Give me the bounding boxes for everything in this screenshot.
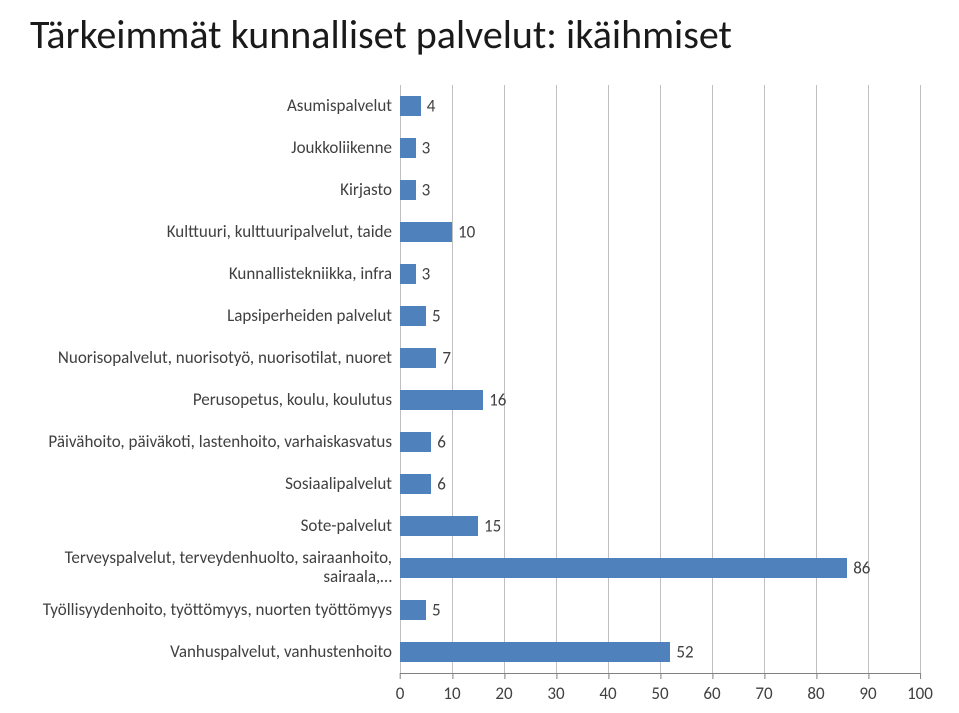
category-label: Joukkoliikenne: [0, 139, 400, 158]
x-tick: 30: [547, 683, 564, 704]
bar: [400, 348, 436, 368]
tickmark: [608, 673, 609, 679]
plot-cell: 86: [400, 547, 920, 589]
value-label: 3: [416, 180, 431, 201]
value-label: 5: [426, 600, 441, 621]
chart-row: Nuorisopalvelut, nuorisotyö, nuorisotila…: [0, 337, 959, 379]
plot-cell: 16: [400, 379, 920, 421]
tickmark: [868, 673, 869, 679]
bar: [400, 222, 452, 242]
chart-row: Vanhuspalvelut, vanhustenhoito 52: [0, 631, 959, 673]
value-label: 6: [431, 432, 446, 453]
category-label: Vanhuspalvelut, vanhustenhoito: [0, 643, 400, 662]
x-tick: 0: [396, 683, 405, 704]
plot-cell: 10: [400, 211, 920, 253]
category-label: Terveyspalvelut, terveydenhuolto, sairaa…: [0, 549, 400, 586]
tickmark: [660, 673, 661, 679]
x-tick: 10: [443, 683, 460, 704]
plot-cell: 5: [400, 589, 920, 631]
category-label: Päivähoito, päiväkoti, lastenhoito, varh…: [0, 433, 400, 452]
tickmark: [920, 673, 921, 679]
value-label: 5: [426, 306, 441, 327]
x-tick: 20: [495, 683, 512, 704]
plot-cell: 6: [400, 421, 920, 463]
x-tick: 80: [807, 683, 824, 704]
category-label: Kunnallistekniikka, infra: [0, 265, 400, 284]
slide-title: Tärkeimmät kunnalliset palvelut: ikäihmi…: [30, 10, 732, 59]
tickmark: [556, 673, 557, 679]
bar: [400, 474, 431, 494]
tickmark: [712, 673, 713, 679]
chart-row: Asumispalvelut 4: [0, 85, 959, 127]
plot-cell: 5: [400, 295, 920, 337]
chart-row: Sote-palvelut 15: [0, 505, 959, 547]
plot-cell: 3: [400, 127, 920, 169]
x-tick: 70: [755, 683, 772, 704]
value-label: 4: [421, 96, 436, 117]
category-label: Kirjasto: [0, 181, 400, 200]
category-label: Työllisyydenhoito, työttömyys, nuorten t…: [0, 601, 400, 620]
x-tick: 40: [599, 683, 616, 704]
bar: [400, 642, 670, 662]
chart-rows: Asumispalvelut4Joukkoliikenne3Kirjasto3K…: [0, 85, 959, 673]
tickmark: [764, 673, 765, 679]
plot-cell: 15: [400, 505, 920, 547]
plot-cell: 7: [400, 337, 920, 379]
chart-row: Joukkoliikenne 3: [0, 127, 959, 169]
value-label: 16: [483, 390, 506, 411]
bar: [400, 138, 416, 158]
category-label: Lapsiperheiden palvelut: [0, 307, 400, 326]
x-tick: 50: [651, 683, 668, 704]
chart-area: Asumispalvelut4Joukkoliikenne3Kirjasto3K…: [0, 85, 959, 675]
bar: [400, 264, 416, 284]
x-tick: 60: [703, 683, 720, 704]
plot-cell: 3: [400, 169, 920, 211]
bar: [400, 516, 478, 536]
plot-cell: 4: [400, 85, 920, 127]
category-label: Sosiaalipalvelut: [0, 475, 400, 494]
plot-cell: 52: [400, 631, 920, 673]
bar: [400, 600, 426, 620]
value-label: 52: [670, 642, 693, 663]
slide: Tärkeimmät kunnalliset palvelut: ikäihmi…: [0, 0, 959, 689]
x-tick: 100: [907, 683, 933, 704]
tickmark: [504, 673, 505, 679]
category-label: Asumispalvelut: [0, 97, 400, 116]
value-label: 10: [452, 222, 475, 243]
bar: [400, 180, 416, 200]
plot-cell: 6: [400, 463, 920, 505]
value-label: 6: [431, 474, 446, 495]
chart-row: Päivähoito, päiväkoti, lastenhoito, varh…: [0, 421, 959, 463]
bar: [400, 432, 431, 452]
chart-row: Lapsiperheiden palvelut 5: [0, 295, 959, 337]
category-label: Perusopetus, koulu, koulutus: [0, 391, 400, 410]
value-label: 3: [416, 264, 431, 285]
category-label: Nuorisopalvelut, nuorisotyö, nuorisotila…: [0, 349, 400, 368]
value-label: 15: [478, 516, 501, 537]
chart-row: Kulttuuri, kulttuuripalvelut, taide 10: [0, 211, 959, 253]
value-label: 86: [847, 558, 870, 579]
tickmark: [400, 673, 401, 679]
chart-row: Sosiaalipalvelut 6: [0, 463, 959, 505]
value-label: 3: [416, 138, 431, 159]
category-label: Kulttuuri, kulttuuripalvelut, taide: [0, 223, 400, 242]
plot-cell: 3: [400, 253, 920, 295]
bar: [400, 558, 847, 578]
chart-row: Työllisyydenhoito, työttömyys, nuorten t…: [0, 589, 959, 631]
bar: [400, 96, 421, 116]
chart-row: Kunnallistekniikka, infra 3: [0, 253, 959, 295]
tickmark: [816, 673, 817, 679]
bar: [400, 390, 483, 410]
tickmark: [452, 673, 453, 679]
x-tick: 90: [859, 683, 876, 704]
chart-row: Perusopetus, koulu, koulutus 16: [0, 379, 959, 421]
chart-row: Terveyspalvelut, terveydenhuolto, sairaa…: [0, 547, 959, 589]
category-label: Sote-palvelut: [0, 517, 400, 536]
chart-row: Kirjasto 3: [0, 169, 959, 211]
bar: [400, 306, 426, 326]
x-axis: 0102030405060708090100: [400, 683, 920, 713]
value-label: 7: [436, 348, 451, 369]
